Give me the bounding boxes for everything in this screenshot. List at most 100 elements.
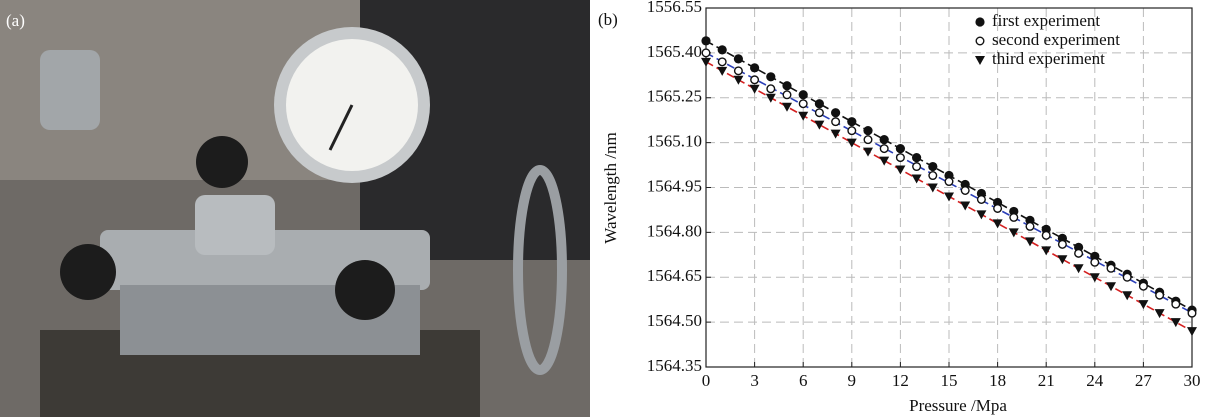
photo-gauge-needle bbox=[328, 104, 354, 151]
y-tick-label: 1565.40 bbox=[647, 42, 702, 61]
y-tick-label: 1565.10 bbox=[647, 132, 702, 151]
point bbox=[814, 99, 825, 109]
point bbox=[976, 210, 987, 220]
point bbox=[912, 152, 922, 163]
point bbox=[1089, 273, 1100, 283]
point bbox=[749, 84, 760, 94]
point bbox=[1122, 291, 1133, 301]
legend-marker bbox=[975, 36, 985, 46]
point bbox=[1057, 239, 1067, 249]
photo-knob bbox=[60, 244, 116, 300]
point bbox=[1106, 282, 1116, 292]
point bbox=[831, 117, 841, 127]
point bbox=[927, 183, 938, 193]
x-tick-label: 24 bbox=[1086, 371, 1104, 390]
point bbox=[928, 171, 938, 181]
point bbox=[960, 201, 971, 211]
point bbox=[960, 185, 970, 195]
point bbox=[928, 161, 938, 172]
point bbox=[1073, 264, 1084, 274]
point bbox=[701, 57, 711, 67]
point bbox=[733, 54, 744, 64]
x-tick-label: 3 bbox=[750, 371, 759, 390]
point bbox=[717, 66, 728, 76]
point bbox=[701, 48, 711, 58]
point bbox=[911, 174, 922, 184]
point bbox=[1041, 246, 1052, 256]
point bbox=[1155, 290, 1165, 300]
point bbox=[1171, 299, 1181, 309]
point bbox=[1009, 212, 1019, 222]
legend-marker bbox=[975, 17, 985, 27]
photo: (a) bbox=[0, 0, 590, 417]
point bbox=[863, 147, 873, 157]
point bbox=[1170, 318, 1181, 328]
point bbox=[1025, 221, 1035, 231]
point bbox=[750, 63, 760, 73]
photo-knob bbox=[196, 136, 248, 188]
point bbox=[831, 108, 841, 118]
panel-label: (b) bbox=[598, 10, 618, 29]
point bbox=[701, 36, 711, 46]
point bbox=[782, 102, 792, 112]
legend-label: second experiment bbox=[992, 30, 1120, 49]
point bbox=[1025, 237, 1035, 247]
photo-cylinder bbox=[195, 195, 275, 255]
point bbox=[879, 156, 890, 166]
point bbox=[717, 45, 727, 55]
point bbox=[1138, 300, 1149, 310]
point bbox=[1090, 257, 1100, 267]
point bbox=[992, 219, 1003, 229]
point bbox=[993, 203, 1003, 213]
point bbox=[847, 117, 857, 127]
point bbox=[765, 93, 776, 103]
point bbox=[766, 72, 776, 82]
x-tick-label: 18 bbox=[989, 371, 1006, 390]
y-tick-label: 1564.80 bbox=[647, 221, 702, 240]
point bbox=[895, 153, 905, 163]
point bbox=[1154, 309, 1165, 319]
point bbox=[912, 162, 922, 172]
point bbox=[1057, 255, 1068, 265]
point bbox=[1041, 230, 1051, 240]
point bbox=[798, 111, 809, 121]
point bbox=[782, 90, 792, 100]
point bbox=[814, 120, 825, 130]
y-tick-label: 1564.35 bbox=[647, 356, 702, 375]
x-tick-label: 0 bbox=[702, 371, 711, 390]
x-tick-label: 30 bbox=[1184, 371, 1201, 390]
y-tick-label: 1556.55 bbox=[647, 0, 702, 16]
point bbox=[1122, 272, 1132, 282]
point bbox=[895, 165, 906, 175]
point bbox=[1187, 327, 1197, 337]
point bbox=[895, 144, 906, 154]
y-tick-label: 1564.50 bbox=[647, 311, 702, 330]
point bbox=[879, 144, 889, 154]
y-tick-label: 1564.95 bbox=[647, 176, 702, 195]
point bbox=[750, 75, 760, 85]
point bbox=[814, 108, 824, 118]
point bbox=[1008, 228, 1019, 238]
photo-fitting bbox=[40, 50, 100, 130]
point bbox=[733, 66, 743, 76]
x-axis-label: Pressure /Mpa bbox=[909, 396, 1007, 415]
point bbox=[798, 90, 808, 100]
x-tick-label: 21 bbox=[1038, 371, 1055, 390]
point bbox=[847, 126, 857, 136]
point bbox=[846, 138, 857, 148]
panel-label: (a) bbox=[6, 11, 25, 30]
point bbox=[976, 194, 986, 204]
y-axis-label: Wavelength /nm bbox=[601, 132, 620, 243]
legend-marker bbox=[975, 56, 985, 65]
point bbox=[717, 57, 727, 67]
point bbox=[944, 177, 954, 187]
x-tick-label: 9 bbox=[848, 371, 857, 390]
photo-knob bbox=[335, 260, 395, 320]
point bbox=[944, 192, 954, 202]
x-tick-label: 15 bbox=[941, 371, 958, 390]
y-tick-label: 1564.65 bbox=[647, 266, 702, 285]
point bbox=[830, 129, 841, 139]
point bbox=[863, 126, 873, 136]
point bbox=[1106, 263, 1116, 273]
